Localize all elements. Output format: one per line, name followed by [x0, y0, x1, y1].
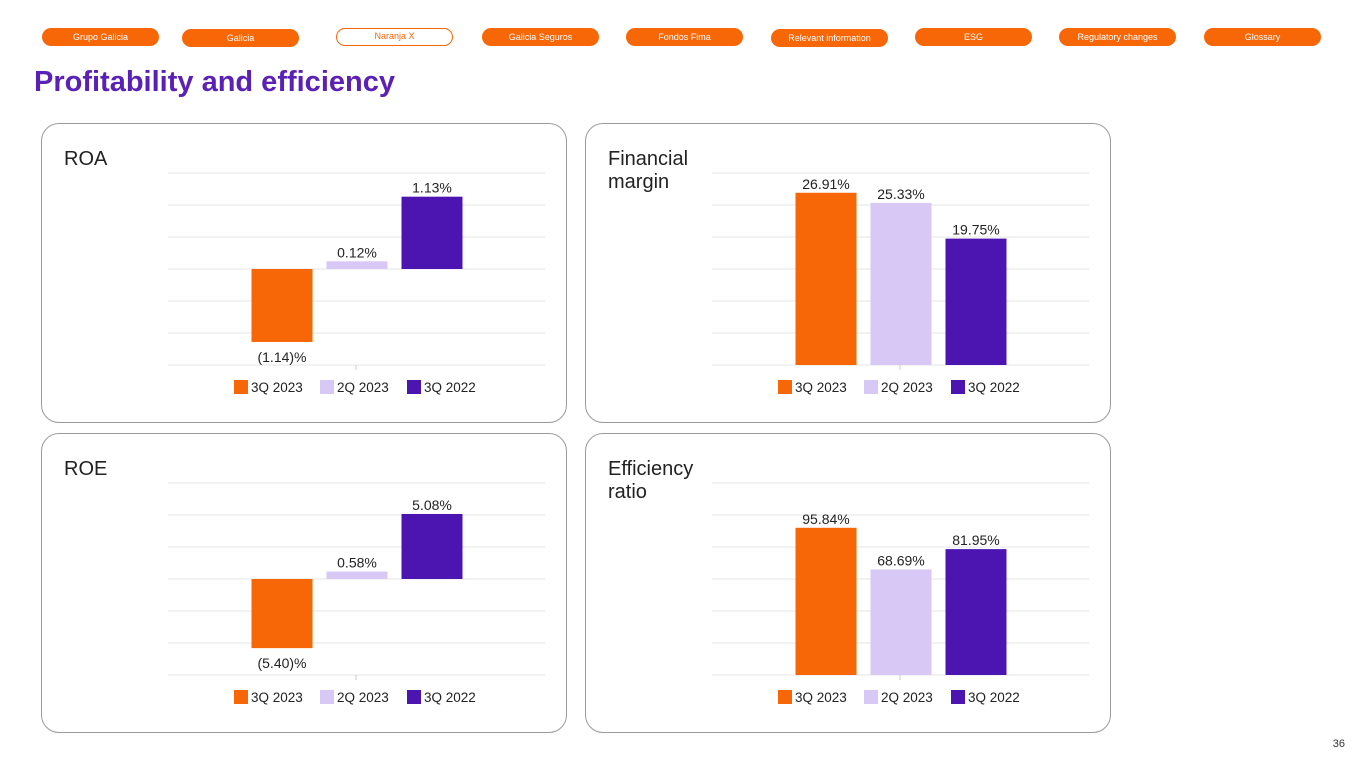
roa-card: ROA (1.14)% 0.12% 1.13% 3Q 2023 2Q 2023 3Q 20…	[41, 123, 567, 423]
financial-margin-chart: 26.91% 25.33% 19.75% 3Q 2023 2Q 2023 3Q 2022	[712, 172, 1089, 395]
roa-legend-swatch-3q-2023	[234, 380, 248, 394]
financial-margin-title: Financial margin	[608, 148, 689, 193]
nav-esg[interactable]: ESG	[915, 28, 1032, 46]
efficiency-ratio-bar-3q-2023	[795, 527, 857, 675]
top-navigation: Grupo Galicia Galicia Naranja X Galicia …	[0, 28, 1365, 48]
financial-margin-bar-3q-2022	[945, 238, 1007, 365]
roe-card: ROE (5.40)% 0.58% 5.08% 3Q 2023 2Q 2023 3Q 20…	[41, 433, 567, 733]
financial-margin-data-label-3q-2022: 19.75%	[952, 222, 999, 238]
efficiency-ratio-legend-swatch-2q-2023	[864, 690, 878, 704]
efficiency-ratio-legend-label-3q-2023: 3Q 2023	[795, 690, 847, 705]
efficiency-ratio-card: Efficiency ratio 95.84% 68.69% 81.95% 3Q 20…	[585, 433, 1111, 733]
financial-margin-legend-swatch-2q-2023	[864, 380, 878, 394]
roe-bar-3q-2023	[251, 579, 313, 649]
roa-data-label-3q-2022: 1.13%	[412, 180, 452, 196]
roa-bar-3q-2023	[251, 269, 313, 342]
financial-margin-bar-2q-2023	[870, 202, 932, 365]
roe-title: ROE	[64, 458, 108, 480]
roe-chart: (5.40)% 0.58% 5.08% 3Q 2023 2Q 2023 3Q 2022	[168, 482, 545, 705]
nav-galicia[interactable]: Galicia	[182, 29, 299, 47]
roe-legend-swatch-2q-2023	[320, 690, 334, 704]
roa-title: ROA	[64, 148, 108, 170]
roa-legend-swatch-3q-2022	[407, 380, 421, 394]
roe-legend-swatch-3q-2023	[234, 690, 248, 704]
efficiency-ratio-data-label-3q-2022: 81.95%	[952, 532, 999, 548]
roe-legend-label-2q-2023: 2Q 2023	[337, 690, 389, 705]
financial-margin-card: Financial margin 26.91% 25.33% 19.75% 3Q 20…	[585, 123, 1111, 423]
roa-bar-2q-2023	[326, 261, 388, 269]
efficiency-ratio-title: Efficiency ratio	[608, 458, 694, 503]
roa-legend-label-3q-2022: 3Q 2022	[424, 380, 476, 395]
financial-margin-legend-label-3q-2022: 3Q 2022	[968, 380, 1020, 395]
nav-naranja-x[interactable]: Naranja X	[336, 28, 453, 46]
nav-relevant-information[interactable]: Relevant information	[771, 29, 888, 47]
roa-legend-label-3q-2023: 3Q 2023	[251, 380, 303, 395]
efficiency-ratio-legend-swatch-3q-2023	[778, 690, 792, 704]
financial-margin-legend-label-2q-2023: 2Q 2023	[881, 380, 933, 395]
nav-galicia-seguros[interactable]: Galicia Seguros	[482, 28, 599, 46]
page-number: 36	[1332, 738, 1345, 750]
financial-margin-legend-swatch-3q-2022	[951, 380, 965, 394]
financial-margin-data-label-2q-2023: 25.33%	[877, 186, 924, 202]
roa-data-label-2q-2023: 0.12%	[337, 244, 377, 260]
nav-regulatory-changes[interactable]: Regulatory changes	[1059, 28, 1176, 46]
efficiency-ratio-legend-label-2q-2023: 2Q 2023	[881, 690, 933, 705]
page-title: Profitability and efficiency	[34, 66, 395, 98]
roa-data-label-3q-2023: (1.14)%	[257, 349, 306, 365]
financial-margin-legend-label-3q-2023: 3Q 2023	[795, 380, 847, 395]
financial-margin-legend-swatch-3q-2023	[778, 380, 792, 394]
financial-margin-bar-3q-2023	[795, 192, 857, 365]
efficiency-ratio-chart: 95.84% 68.69% 81.95% 3Q 2023 2Q 2023 3Q 2022	[712, 482, 1089, 705]
efficiency-ratio-data-label-2q-2023: 68.69%	[877, 552, 924, 568]
efficiency-ratio-data-label-3q-2023: 95.84%	[802, 511, 849, 527]
nav-fondos-fima[interactable]: Fondos Fima	[626, 28, 743, 46]
efficiency-ratio-legend-label-3q-2022: 3Q 2022	[968, 690, 1020, 705]
efficiency-ratio-legend-swatch-3q-2022	[951, 690, 965, 704]
roe-legend-swatch-3q-2022	[407, 690, 421, 704]
roe-data-label-3q-2022: 5.08%	[412, 497, 452, 513]
nav-grupo-galicia[interactable]: Grupo Galicia	[42, 28, 159, 46]
roe-bar-2q-2023	[326, 571, 388, 579]
efficiency-ratio-bar-3q-2022	[945, 549, 1007, 675]
roe-legend-label-3q-2023: 3Q 2023	[251, 690, 303, 705]
nav-glossary[interactable]: Glossary	[1204, 28, 1321, 46]
roa-chart: (1.14)% 0.12% 1.13% 3Q 2023 2Q 2023 3Q 2022	[168, 172, 545, 395]
roa-legend-label-2q-2023: 2Q 2023	[337, 380, 389, 395]
roa-bar-3q-2022	[401, 196, 463, 269]
roe-legend-label-3q-2022: 3Q 2022	[424, 690, 476, 705]
roa-legend-swatch-2q-2023	[320, 380, 334, 394]
financial-margin-data-label-3q-2023: 26.91%	[802, 176, 849, 192]
efficiency-ratio-bar-2q-2023	[870, 569, 932, 675]
roe-data-label-2q-2023: 0.58%	[337, 555, 377, 571]
roe-data-label-3q-2023: (5.40)%	[257, 655, 306, 671]
roe-bar-3q-2022	[401, 513, 463, 579]
